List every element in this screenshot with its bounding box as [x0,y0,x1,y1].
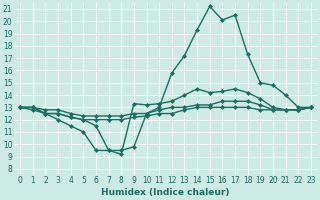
X-axis label: Humidex (Indice chaleur): Humidex (Indice chaleur) [101,188,230,197]
